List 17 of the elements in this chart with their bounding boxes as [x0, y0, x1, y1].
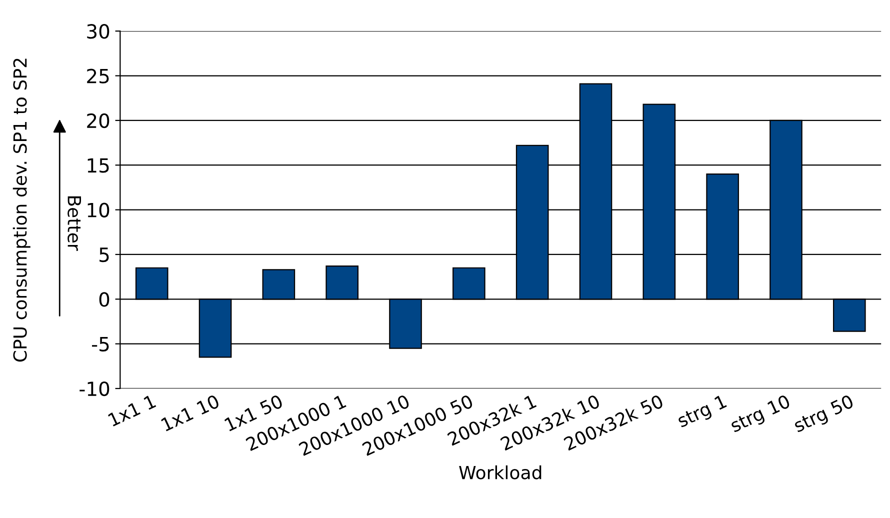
y-tick-label: 5: [100, 248, 109, 262]
x-tick-label: 1x1 1: [108, 394, 156, 426]
x-tick-label: strg 50: [792, 394, 856, 436]
y-tick-label: 10: [88, 202, 110, 218]
y-tick-label: 30: [87, 24, 110, 39]
x-tick-label: strg 10: [729, 394, 792, 436]
y-tick-label: -10: [80, 381, 110, 396]
y-axis-title: CPU consumption dev. SP1 to SP2: [12, 58, 30, 362]
x-axis-title: Workload: [459, 465, 542, 480]
y-tick-label: 25: [87, 68, 109, 84]
y-tick-label: 15: [88, 158, 109, 173]
y-tick-label: 0: [99, 292, 110, 307]
y-tick-label: -5: [92, 337, 109, 352]
y-tick-label: 20: [87, 113, 110, 128]
x-tick-label: strg 1: [676, 394, 728, 431]
text: Better: [68, 196, 81, 251]
x-tick-label: 1x1 10: [160, 394, 220, 432]
